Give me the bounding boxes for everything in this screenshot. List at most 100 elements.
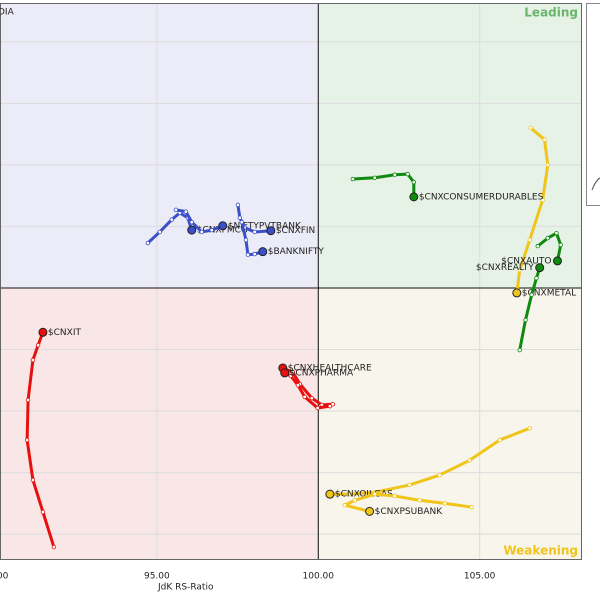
- trail: [351, 172, 416, 199]
- series-label: $BANKNIFTY: [268, 247, 325, 257]
- trail-point: [392, 172, 397, 177]
- trail-point: [24, 437, 30, 443]
- trail-point: [209, 227, 214, 233]
- plot: $CNXIT $CNXHEALTHCARE$CNXPHARMA $CNXOILGAS…: [24, 125, 576, 550]
- trail-point: [528, 125, 533, 131]
- x-tick-label: 100.00: [303, 572, 335, 582]
- series-label: $CNXFIN: [276, 226, 315, 236]
- trail-point: [527, 426, 532, 431]
- trail-point: [527, 237, 532, 243]
- trail-point: [40, 509, 46, 515]
- quadrant: [0, 3, 319, 288]
- trail-point: [169, 217, 174, 222]
- trail-point: [558, 242, 563, 248]
- series-label: $CNXPSUBANK: [375, 507, 444, 517]
- trail-point: [529, 292, 534, 297]
- trail-point: [245, 252, 251, 257]
- trail-point: [392, 493, 397, 499]
- trail-head: [535, 263, 545, 273]
- trail-point: [252, 251, 257, 257]
- series-label: $CNXHEALTHCARE: [288, 363, 372, 373]
- trail-point: [25, 397, 31, 403]
- x-tick-label: 95.00: [144, 572, 170, 582]
- trail-point: [315, 405, 320, 411]
- trail-point: [35, 343, 41, 348]
- trail-point: [497, 437, 502, 443]
- quadrant-label: Leading: [524, 6, 578, 20]
- trail-head: [38, 327, 48, 337]
- series-label: $CNXCONSUMERDURABLES: [419, 192, 544, 202]
- trail-head: [325, 489, 335, 499]
- quadrant: [318, 287, 582, 560]
- trail-point: [540, 197, 545, 203]
- trail-point: [554, 230, 559, 236]
- trail-point: [372, 491, 377, 497]
- trail-point: [252, 229, 257, 235]
- grid: [0, 3, 582, 560]
- trail-point: [157, 229, 162, 235]
- quadrant-label: Weakening: [503, 544, 578, 558]
- trail-point: [347, 491, 353, 497]
- trail-point: [437, 472, 442, 478]
- trail-point: [288, 373, 294, 379]
- series-label: $CNXREALTY: [476, 263, 534, 273]
- trail-point: [173, 207, 179, 212]
- trail-point: [534, 275, 539, 281]
- trail-point: [302, 394, 307, 400]
- trail-point: [350, 176, 356, 182]
- trail-point: [51, 544, 57, 550]
- quadrant: [318, 3, 582, 288]
- trail-point: [417, 498, 422, 503]
- series-label: $NIFTYPVTBANK: [228, 221, 302, 231]
- side-panel: [586, 3, 600, 206]
- series-label: $CNXAUTO: [501, 256, 551, 266]
- trail-head: [187, 225, 197, 235]
- trail-point: [467, 458, 472, 463]
- trail-point: [517, 347, 522, 353]
- trail-point: [235, 202, 241, 208]
- trail-point: [295, 383, 301, 388]
- trail-head: [552, 256, 562, 266]
- side-panel-icon: [591, 177, 600, 191]
- trail-point: [243, 237, 249, 243]
- quadrant: [0, 287, 319, 560]
- trail-point: [407, 482, 412, 488]
- trail-point: [411, 179, 417, 185]
- trail-point: [327, 403, 333, 409]
- trail-head: [280, 368, 290, 378]
- trail-point: [542, 137, 547, 142]
- trail-head: [409, 192, 419, 202]
- trail-point: [30, 477, 36, 483]
- series-label: $CNXIT: [48, 328, 82, 338]
- plot-border: [0, 3, 582, 560]
- trail-point: [545, 235, 550, 241]
- trail-point: [30, 357, 36, 363]
- series-label: $CNXOILGAS: [335, 490, 393, 500]
- chart-title: DIA: [0, 8, 15, 18]
- series-label: $CNXMETAL: [522, 288, 576, 298]
- trail-point: [442, 501, 448, 506]
- x-axis-label: JdK RS-Ratio: [157, 583, 214, 593]
- trail-point: [535, 243, 540, 249]
- series-label: $CNXFMCG: [197, 226, 248, 236]
- trail-point: [372, 175, 377, 180]
- trail-head: [258, 247, 268, 257]
- trail-point: [239, 219, 244, 225]
- trail-point: [469, 504, 474, 510]
- x-tick-label: 90.00: [0, 572, 9, 582]
- trail-point: [352, 498, 357, 503]
- trail-point: [189, 219, 194, 225]
- trail-point: [309, 395, 315, 401]
- trail: [328, 426, 532, 496]
- x-tick-label: 105.00: [464, 572, 496, 582]
- series-label: $CNXPHARMA: [290, 368, 354, 378]
- trail-point: [183, 209, 189, 214]
- quadrants: [0, 3, 582, 560]
- trail-head: [218, 221, 228, 231]
- trail-point: [342, 503, 347, 508]
- trail-point: [517, 267, 522, 273]
- trail-head: [266, 226, 276, 236]
- trail: [25, 330, 56, 549]
- trail-point: [523, 317, 528, 323]
- trail-point: [405, 171, 410, 177]
